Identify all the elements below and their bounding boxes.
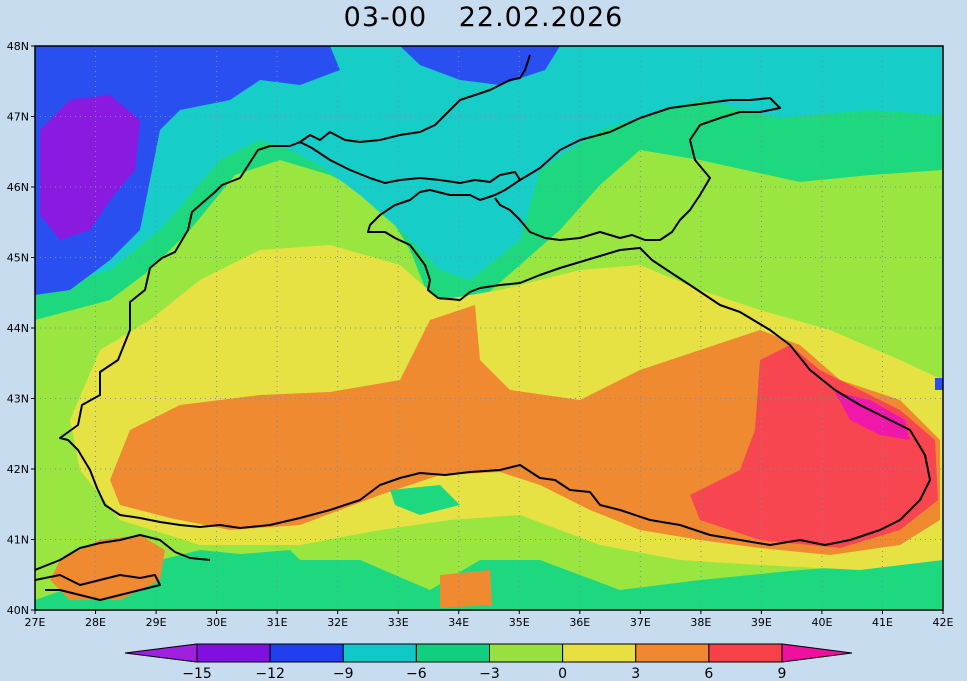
x-tick-label: 41E <box>872 616 893 629</box>
x-tick-label: 35E <box>509 616 530 629</box>
field-magenta <box>835 392 910 440</box>
colorbar-label: −3 <box>479 666 500 681</box>
field-red-east <box>690 345 938 548</box>
y-axis-ticks: 40N 41N 42N 43N 44N 45N 46N 47N 48N <box>7 40 35 617</box>
chart-title: 03-00 22.02.2026 <box>0 2 967 33</box>
y-tick-label: 47N <box>7 111 29 124</box>
colorbar-label: −9 <box>333 666 354 681</box>
coastline-black-sea <box>59 141 931 546</box>
y-tick-label: 48N <box>7 40 29 53</box>
field-blue-east <box>935 378 943 390</box>
x-tick-label: 40E <box>811 616 832 629</box>
colorbar-label: 0 <box>558 666 567 681</box>
y-tick-label: 40N <box>7 604 29 617</box>
colorbar-segment <box>708 643 783 663</box>
x-tick-label: 34E <box>448 616 469 629</box>
y-tick-label: 43N <box>7 393 29 406</box>
field-green-blob-2 <box>225 550 310 585</box>
field-green-blob-1 <box>390 485 460 515</box>
colorbar-segment <box>562 643 637 663</box>
colorbar-segment <box>635 643 710 663</box>
x-tick-label: 38E <box>690 616 711 629</box>
x-tick-label: 30E <box>206 616 227 629</box>
colorbar-max-arrow <box>781 643 853 663</box>
colorbar-label: −6 <box>406 666 427 681</box>
x-tick-label: 36E <box>569 616 590 629</box>
colorbar-label: 6 <box>704 666 713 681</box>
x-tick-label: 37E <box>630 616 651 629</box>
colorbar-segment <box>342 643 417 663</box>
temperature-field <box>35 46 943 610</box>
coastline-azov <box>494 97 781 241</box>
coastline-marmara <box>35 534 211 601</box>
y-tick-label: 41N <box>7 534 29 547</box>
y-tick-label: 44N <box>7 322 29 335</box>
field-cyan-north <box>35 46 943 290</box>
colorbar-label: −15 <box>182 666 212 681</box>
colorbar-label: −12 <box>255 666 285 681</box>
colorbar-segment <box>269 643 344 663</box>
colorbar-segment <box>415 643 490 663</box>
coastline-dnieper <box>299 54 531 143</box>
field-orange-south <box>440 570 492 608</box>
x-tick-label: 31E <box>267 616 288 629</box>
field-violet <box>40 95 140 240</box>
x-tick-label: 28E <box>85 616 106 629</box>
colorbar-min-arrow <box>124 643 198 663</box>
title-date: 22.02.2026 <box>458 2 624 33</box>
title-time: 03-00 <box>343 2 428 33</box>
x-tick-label: 32E <box>327 616 348 629</box>
colorbar-label: 3 <box>631 666 640 681</box>
x-tick-label: 27E <box>25 616 46 629</box>
colorbar-label: 9 <box>778 666 787 681</box>
coastline <box>35 54 931 601</box>
colorbar-segment <box>196 643 271 663</box>
colorbar-segment <box>489 643 564 663</box>
x-tick-label: 42E <box>933 616 954 629</box>
colorbar: −15 −12 −9 −6 −3 0 3 6 9 <box>124 643 853 681</box>
y-tick-label: 42N <box>7 463 29 476</box>
y-tick-label: 46N <box>7 181 29 194</box>
x-tick-label: 29E <box>146 616 167 629</box>
field-blue-n <box>400 46 560 85</box>
x-tick-label: 39E <box>751 616 772 629</box>
x-axis-ticks: 27E 28E 29E 30E 31E 32E 33E 34E 35E 36E 37E 38E 39E 4… <box>25 610 954 629</box>
y-tick-label: 45N <box>7 252 29 265</box>
x-tick-label: 33E <box>388 616 409 629</box>
